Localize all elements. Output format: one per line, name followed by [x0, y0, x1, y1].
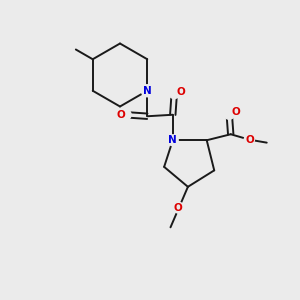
Circle shape	[224, 108, 235, 119]
Circle shape	[173, 202, 184, 213]
Text: O: O	[231, 107, 240, 117]
Circle shape	[141, 85, 153, 97]
Text: O: O	[176, 87, 185, 97]
Circle shape	[167, 135, 178, 146]
Text: N: N	[143, 86, 152, 96]
Circle shape	[169, 88, 180, 98]
Text: O: O	[245, 135, 254, 145]
Text: N: N	[168, 135, 177, 145]
Text: O: O	[116, 110, 125, 120]
Circle shape	[244, 134, 254, 145]
Circle shape	[120, 109, 131, 120]
Text: O: O	[174, 203, 182, 213]
